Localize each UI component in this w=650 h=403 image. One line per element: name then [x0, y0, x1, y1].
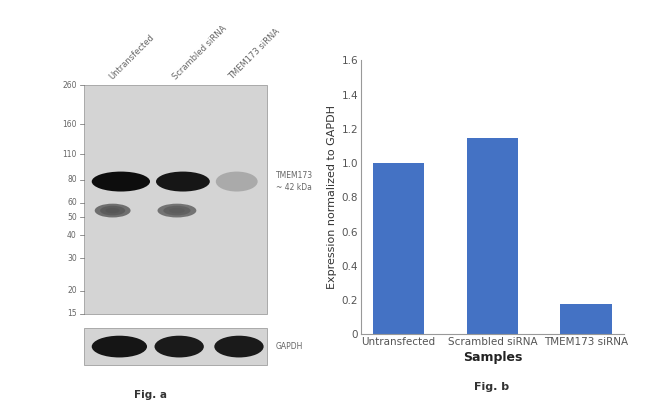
- Ellipse shape: [169, 342, 189, 351]
- Bar: [467, 137, 518, 334]
- Text: 110: 110: [62, 150, 77, 159]
- Text: 160: 160: [62, 120, 77, 129]
- Y-axis label: Expression normalized to GAPDH: Expression normalized to GAPDH: [327, 106, 337, 289]
- Ellipse shape: [92, 172, 150, 191]
- Text: 20: 20: [67, 287, 77, 295]
- Ellipse shape: [222, 339, 256, 354]
- Ellipse shape: [214, 336, 264, 357]
- Text: 260: 260: [62, 81, 77, 90]
- Ellipse shape: [92, 336, 147, 357]
- Text: 30: 30: [67, 254, 77, 263]
- Text: Fig. a: Fig. a: [133, 390, 166, 400]
- Text: 15: 15: [67, 310, 77, 318]
- Ellipse shape: [172, 178, 194, 185]
- Text: GAPDH: GAPDH: [276, 342, 303, 351]
- Text: TMEM173
~ 42 kDa: TMEM173 ~ 42 kDa: [276, 171, 313, 192]
- Bar: [372, 163, 424, 334]
- Ellipse shape: [228, 178, 245, 185]
- Ellipse shape: [162, 339, 196, 354]
- Ellipse shape: [101, 174, 141, 189]
- Bar: [84, 85, 266, 314]
- Ellipse shape: [169, 208, 185, 213]
- Ellipse shape: [109, 178, 133, 185]
- Text: 40: 40: [67, 231, 77, 240]
- Bar: [560, 304, 612, 334]
- Ellipse shape: [163, 206, 190, 215]
- Ellipse shape: [156, 172, 210, 191]
- Ellipse shape: [155, 336, 204, 357]
- Ellipse shape: [216, 172, 257, 191]
- Text: 80: 80: [67, 175, 77, 184]
- Ellipse shape: [222, 174, 252, 189]
- Ellipse shape: [229, 342, 249, 351]
- Ellipse shape: [105, 208, 120, 213]
- Ellipse shape: [95, 204, 131, 218]
- Ellipse shape: [100, 339, 138, 354]
- Ellipse shape: [109, 342, 131, 351]
- Text: Scrambled siRNA: Scrambled siRNA: [170, 24, 228, 82]
- Ellipse shape: [157, 204, 196, 218]
- Text: 60: 60: [67, 198, 77, 208]
- Ellipse shape: [164, 174, 202, 189]
- Bar: [84, 328, 266, 365]
- Text: Fig. b: Fig. b: [474, 382, 510, 392]
- Text: TMEM173 siRNA: TMEM173 siRNA: [227, 27, 282, 82]
- Text: Untransfected: Untransfected: [108, 33, 157, 82]
- Ellipse shape: [100, 206, 125, 215]
- X-axis label: Samples: Samples: [463, 351, 522, 364]
- Text: 50: 50: [67, 213, 77, 222]
